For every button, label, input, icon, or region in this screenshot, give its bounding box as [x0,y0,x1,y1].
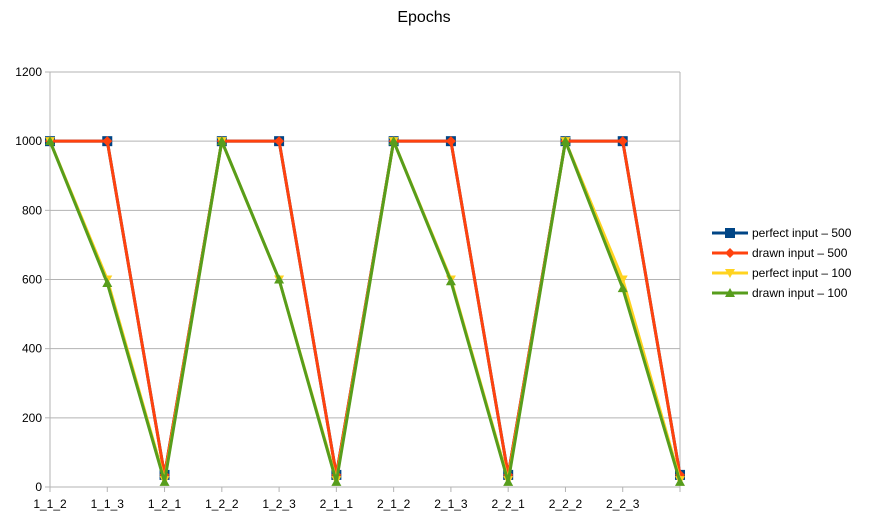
y-tick-label: 600 [22,273,42,287]
chart-title: Epochs [397,9,450,26]
data-point [617,283,628,293]
data-point [159,476,170,486]
legend-entry: drawn input – 100 [712,286,848,300]
legend-entry: perfect input – 100 [712,266,852,280]
data-point [331,476,342,486]
data-point [102,277,113,287]
x-tick-label: 2_1_3 [434,497,468,511]
legend-marker [725,228,735,238]
axes: 0 200 400 600 800 1000 1200 1_1_2 1_1_3 1_2_1 1_2_… [15,65,681,511]
x-tick-label: 2_2_1 [491,497,525,511]
legend-marker [725,269,735,278]
x-tick-label: 1_1_2 [33,497,67,511]
data-point [274,274,285,284]
legend-label: drawn input – 500 [752,246,848,260]
data-point [216,136,227,146]
legend: perfect input – 500 drawn input – 500 perf… [712,226,852,300]
x-tick-label: 1_1_3 [91,497,125,511]
data-point [445,276,456,286]
data-point [617,136,628,147]
x-tick-label: 1_2_3 [262,497,296,511]
legend-entry: drawn input – 500 [712,246,848,260]
data-point [45,136,55,146]
data-point [503,476,514,486]
y-tick-label: 200 [22,411,42,425]
data-point [274,136,285,147]
y-tick-label: 1200 [15,65,42,79]
x-tick-label: 1_2_1 [148,497,182,511]
x-tick-label: 2_2_3 [606,497,640,511]
legend-label: perfect input – 500 [752,226,852,240]
legend-marker [725,288,735,297]
y-tick-label: 0 [35,480,42,494]
legend-label: drawn input – 100 [752,286,848,300]
data-point [388,136,399,146]
x-tick-label: 2_2_2 [549,497,583,511]
y-tick-label: 800 [22,203,42,217]
y-tick-label: 1000 [15,134,42,148]
series-4 [45,136,685,486]
series-layer [45,136,685,486]
series-line [48,139,682,484]
x-tick-label: 1_2_2 [205,497,239,511]
legend-marker [725,248,735,258]
x-tick-label: 2_1_1 [320,497,354,511]
x-tick-label: 2_1_2 [377,497,411,511]
legend-entry: perfect input – 500 [712,226,852,240]
data-point [102,136,113,147]
data-point [675,476,685,486]
data-point [560,136,571,146]
y-tick-label: 400 [22,342,42,356]
data-point [445,136,456,147]
grid [50,71,680,488]
legend-label: perfect input – 100 [752,266,852,280]
